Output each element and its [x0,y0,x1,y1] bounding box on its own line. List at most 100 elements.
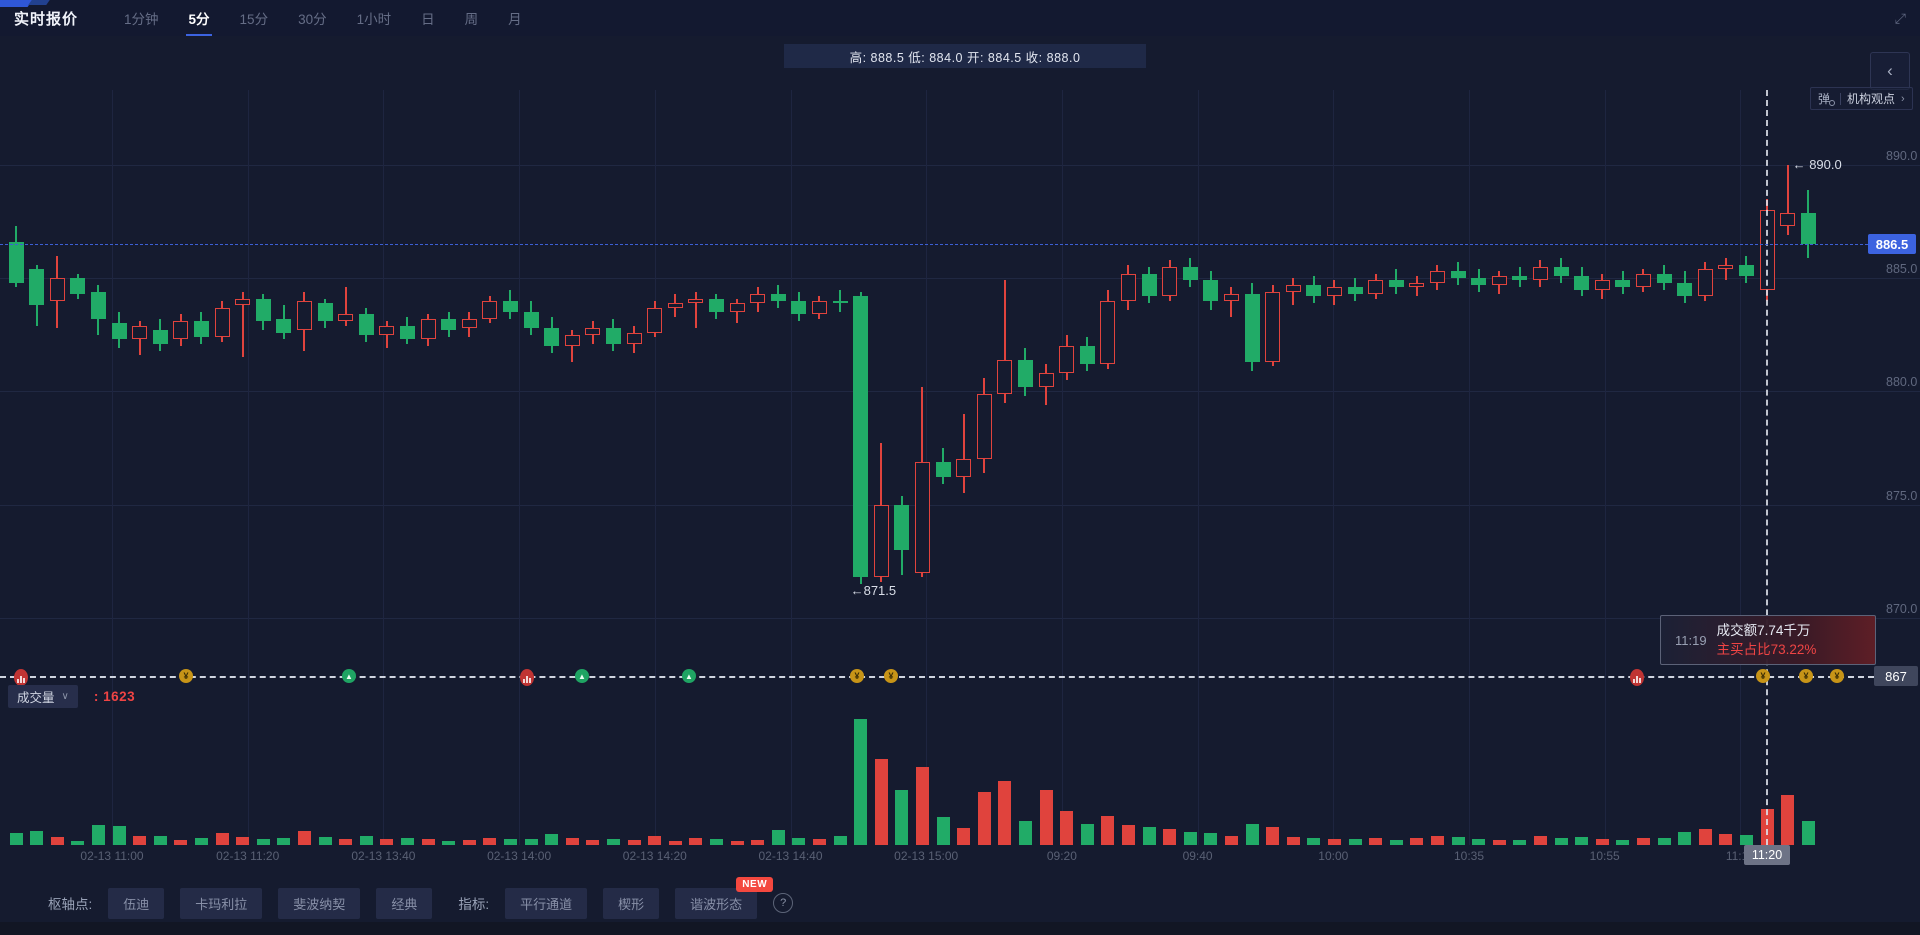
volume-bar [709,839,723,845]
volume-bar [1080,823,1094,845]
candle [1079,346,1095,365]
time-axis-label: 02-13 11:00 [80,849,144,863]
volume-bar [380,839,394,845]
time-gridline [1061,90,1063,845]
event-marker[interactable] [14,669,28,686]
page-title: 实时报价 [14,10,79,28]
timeframe-tab-4[interactable]: 1小时 [356,12,392,27]
volume-bar [112,825,126,845]
candle [1656,273,1672,283]
candle [935,461,951,478]
volume-bar [1595,838,1609,845]
candle [1141,273,1157,297]
indicator-button-1[interactable]: 楔形 [603,887,660,919]
volume-bar [174,839,188,845]
candle [1718,264,1734,270]
pivot-button-2[interactable]: 斐波纳契 [278,887,361,919]
event-marker[interactable] [520,669,534,686]
event-marker[interactable]: ¥ [1799,669,1813,683]
last-price-badge: 886.5 [1868,234,1916,255]
volume-bar [874,759,888,845]
timeframe-tab-2[interactable]: 15分 [239,12,269,27]
time-axis-label: 02-13 14:00 [487,849,552,863]
price-axis-label: 870.0 [1886,601,1918,616]
chevron-down-icon: ∨ [61,691,69,702]
help-icon[interactable]: ? [773,893,794,913]
volume-bar [565,838,579,845]
event-marker[interactable]: ▲ [575,669,589,683]
candle [976,393,992,460]
candle-wick [385,321,388,349]
candle [914,461,930,573]
volume-bar [1101,816,1115,845]
price-annotation: ← 890.0 [1792,157,1842,172]
fullscreen-icon[interactable]: ⤢ [1894,10,1906,26]
tooltip-turnover: 成交额7.74千万 [1716,623,1811,638]
candle [152,330,168,344]
candle [1553,266,1569,276]
volume-bar [153,836,167,845]
event-marker[interactable] [1630,669,1644,686]
candle [1429,271,1445,283]
candle [544,328,560,347]
time-gridline [247,90,249,845]
pivot-button-0[interactable]: 伍迪 [108,887,165,919]
pivot-button-1[interactable]: 卡玛利拉 [180,887,263,919]
candle [502,300,518,313]
time-gridline [1469,90,1470,845]
price-gridline [0,504,1920,506]
volume-indicator-selector[interactable]: 成交量 ∨ [8,685,78,708]
candle [276,318,292,333]
institution-tag: 弹 [1818,92,1836,106]
indicator-button-0[interactable]: 平行通道 [505,887,588,919]
event-marker[interactable]: ¥ [884,669,898,683]
candle [853,296,869,578]
pivot-button-3[interactable]: 经典 [376,887,433,919]
time-gridline [1333,90,1335,845]
price-axis-label: 875.0 [1886,488,1918,503]
candle [832,300,848,304]
candle-wick [1230,287,1233,317]
candle [132,325,148,340]
candle [296,300,312,331]
candle [1017,359,1033,387]
event-marker[interactable]: ¥ [179,669,193,683]
volume-bar [854,718,868,845]
event-marker[interactable]: ¥ [1830,669,1844,683]
volume-header: 成交量 ∨ : 1623 [8,685,135,708]
timeframe-tab-7[interactable]: 月 [508,12,522,27]
candle [1532,266,1548,281]
corner-decoration-icon [0,0,33,7]
timeframe-tab-3[interactable]: 30分 [298,12,327,27]
crosshair-vertical-line [1766,90,1768,865]
event-marker[interactable]: ¥ [850,669,864,683]
volume-bar [297,830,311,845]
candle [1491,275,1507,285]
time-axis-label: 02-13 13:40 [351,849,416,863]
volume-bar [1636,838,1650,845]
timeframe-tab-1[interactable]: 5分 [189,0,210,38]
timeframe-tab-0[interactable]: 1分钟 [124,12,159,27]
indicator-label: 指标: [458,897,490,912]
time-axis-label: 09:40 [1182,849,1213,863]
event-marker[interactable]: ¥ [1756,669,1770,683]
candle [255,298,271,322]
event-marker[interactable]: ▲ [342,669,356,683]
candle [1182,266,1198,281]
candle [647,307,663,333]
collapse-panel-button[interactable]: ‹ [1870,52,1910,90]
indicator-button-2[interactable]: 谐波形态 NEW [675,876,774,919]
volume-bar [1060,810,1074,845]
event-marker[interactable]: ▲ [682,669,696,683]
chart-tooltip: 11:19 成交额7.74千万 主买占比73.22% [1660,615,1876,665]
volume-bar [1554,838,1568,845]
volume-bar [689,838,703,845]
candle [1368,280,1384,295]
institution-view-link[interactable]: 弹 机构观点 › [1810,87,1913,110]
timeframe-tab-5[interactable]: 日 [421,12,435,27]
timeframe-tab-6[interactable]: 周 [464,12,479,27]
candle [1038,373,1054,387]
crosshair-horizontal-line [0,676,1874,678]
price-axis-label: 890.0 [1886,149,1918,163]
